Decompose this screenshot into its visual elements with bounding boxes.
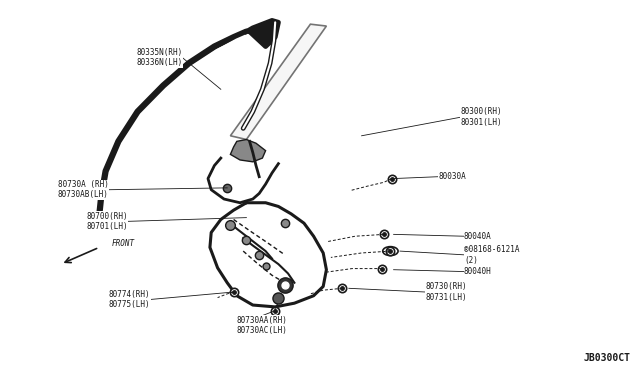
Text: 80730AA(RH)
80730AC(LH): 80730AA(RH) 80730AC(LH) — [237, 316, 287, 335]
Text: FRONT: FRONT — [112, 239, 135, 248]
Text: 80730A (RH)
80730AB(LH): 80730A (RH) 80730AB(LH) — [58, 180, 109, 199]
Text: R: R — [387, 249, 390, 254]
Text: 80730(RH)
80731(LH): 80730(RH) 80731(LH) — [426, 282, 467, 302]
Polygon shape — [230, 140, 266, 162]
Polygon shape — [230, 24, 326, 140]
Text: 80030A: 80030A — [438, 172, 466, 181]
Text: 80040H: 80040H — [464, 267, 492, 276]
Text: 80774(RH)
80775(LH): 80774(RH) 80775(LH) — [109, 290, 150, 309]
Text: 80335N(RH)
80336N(LH): 80335N(RH) 80336N(LH) — [136, 48, 182, 67]
Text: JB0300CT: JB0300CT — [584, 353, 630, 363]
Text: 80300(RH)
80301(LH): 80300(RH) 80301(LH) — [461, 108, 502, 127]
Text: 80040A: 80040A — [464, 232, 492, 241]
Polygon shape — [246, 20, 278, 46]
Text: 80700(RH)
80701(LH): 80700(RH) 80701(LH) — [86, 212, 128, 231]
Text: ®08168-6121A
(2): ®08168-6121A (2) — [464, 245, 520, 264]
